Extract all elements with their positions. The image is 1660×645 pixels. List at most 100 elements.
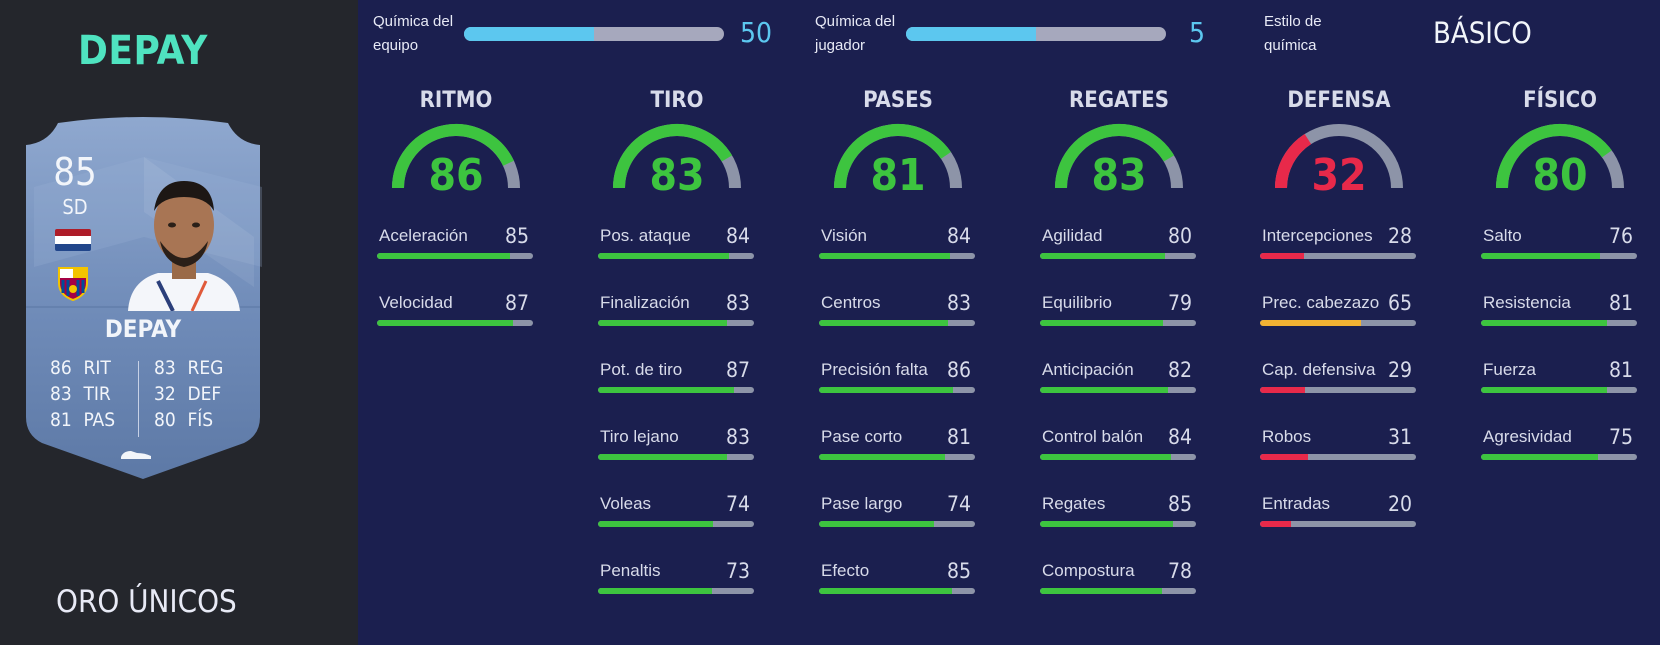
sub-stat-bar [1260, 454, 1416, 460]
sub-stat-bar-fill [1040, 320, 1164, 326]
sub-stat-value: 83 [946, 291, 971, 315]
sub-stat-bar [1040, 521, 1196, 527]
category-gauge: 83 [1040, 122, 1198, 202]
sub-stat-vision: Visión 84 [819, 224, 977, 266]
sub-stat-label: Regates [1042, 494, 1106, 513]
sub-stat-agresividad: Agresividad 75 [1481, 425, 1639, 467]
card-stat-pas: 81 PAS [50, 409, 116, 431]
sub-stat-bar-fill [1260, 521, 1292, 527]
category-title: REGATES [1069, 88, 1169, 113]
sub-stat-bar [1260, 320, 1416, 326]
barcelona-crest-icon [58, 267, 88, 301]
sub-stat-bar-fill [1260, 387, 1306, 393]
player-chemistry-value: 5 [1189, 16, 1206, 49]
sub-stat-bar-fill [598, 387, 734, 393]
sub-stat-velocidad: Velocidad 87 [377, 291, 535, 333]
team-chemistry-label: Química del equipo [373, 13, 454, 54]
category-gauge: 83 [598, 122, 756, 202]
sub-stat-value: 81 [946, 425, 971, 449]
sub-stat-value: 84 [725, 224, 750, 248]
sub-stat-label: Robos [1262, 427, 1312, 446]
chemistry-style-label: Estilo de química [1264, 13, 1322, 54]
sub-stat-equilibrio: Equilibrio 79 [1040, 291, 1198, 333]
sub-stat-bar [598, 320, 754, 326]
sub-stat-bar-fill [1040, 387, 1168, 393]
gauge-fill [392, 124, 514, 189]
category-title: RITMO [419, 88, 493, 113]
sub-stat-bar-fill [819, 588, 952, 594]
category-value: 83 [649, 150, 705, 201]
sub-stat-value: 83 [725, 291, 750, 315]
sub-stat-value: 83 [725, 425, 750, 449]
sub-stat-bar [1481, 387, 1637, 393]
sub-stat-bar-fill [1040, 521, 1173, 527]
sub-stat-value: 86 [946, 358, 971, 382]
sub-stat-bar [598, 588, 754, 594]
sub-stat-prec-cabezazo: Prec. cabezazo 65 [1260, 291, 1418, 333]
sub-stat-cap-defensiva: Cap. defensiva 29 [1260, 358, 1418, 400]
sub-stat-value: 87 [504, 291, 529, 315]
sub-stat-centros: Centros 83 [819, 291, 977, 333]
sub-stat-label: Centros [821, 293, 881, 312]
card-position: SD [62, 195, 88, 219]
sub-stat-bar-fill [377, 320, 513, 326]
sub-stat-value: 73 [725, 559, 750, 583]
player-chemistry-fill [906, 27, 1036, 41]
stat-column-regates: REGATES 83 Agilidad 80 Equilibrio 79 Anticipac… [1040, 86, 1198, 594]
sub-stat-bar-fill [1040, 588, 1162, 594]
sub-stat-voleas: Voleas 74 [598, 492, 756, 534]
sub-stat-bar [819, 387, 975, 393]
sub-stat-value: 85 [504, 224, 529, 248]
sub-stat-bar [819, 588, 975, 594]
sub-stat-salto: Salto 76 [1481, 224, 1639, 266]
sub-stat-value: 84 [946, 224, 971, 248]
sub-stat-bar [1040, 387, 1196, 393]
sub-stat-fuerza: Fuerza 81 [1481, 358, 1639, 400]
sub-stat-bar [1260, 387, 1416, 393]
sub-stat-regates: Regates 85 [1040, 492, 1198, 534]
card-stat-rit: 86 RIT [50, 357, 111, 379]
player-card: 85 SD DEPAY 86 RIT [24, 117, 262, 483]
stat-column-tiro: TIRO 83 Pos. ataque 84 Finalización 83 Pot. de… [598, 86, 756, 594]
chemistry-style-value[interactable]: BÁSICO [1433, 16, 1532, 50]
sub-stat-label: Visión [821, 226, 867, 245]
category-gauge: 80 [1481, 122, 1639, 202]
sub-stat-bar [1260, 253, 1416, 259]
sub-stat-bar [1481, 454, 1637, 460]
player-chemistry-bar [906, 27, 1166, 41]
sub-stat-bar-fill [819, 387, 954, 393]
card-stat-def: 32 DEF [154, 383, 222, 405]
sub-stat-intercepciones: Intercepciones 28 [1260, 224, 1418, 266]
category-title: FÍSICO [1523, 88, 1597, 113]
sub-stat-label: Prec. cabezazo [1262, 293, 1380, 312]
category-title: TIRO [650, 88, 704, 113]
sub-stat-label: Anticipación [1042, 360, 1134, 379]
sub-stat-bar [598, 253, 754, 259]
sub-stat-label: Penaltis [600, 561, 661, 580]
sub-stat-label: Entradas [1262, 494, 1331, 513]
sub-stat-pot-de-tiro: Pot. de tiro 87 [598, 358, 756, 400]
sub-stat-agilidad: Agilidad 80 [1040, 224, 1198, 266]
sub-stat-value: 75 [1608, 425, 1633, 449]
sub-stat-bar [1040, 253, 1196, 259]
sub-stat-value: 85 [1167, 492, 1192, 516]
sub-stat-label: Compostura [1042, 561, 1135, 580]
sub-stat-bar-fill [1040, 253, 1165, 259]
sub-stat-value: 78 [1167, 559, 1192, 583]
sub-stat-value: 76 [1608, 224, 1633, 248]
card-stat-fis: 80 FÍS [154, 409, 214, 431]
team-chemistry-bar [464, 27, 724, 41]
sub-stat-value: 31 [1387, 425, 1412, 449]
sub-stat-bar-fill [1481, 454, 1598, 460]
sub-stat-pase-largo: Pase largo 74 [819, 492, 977, 534]
sub-stat-value: 74 [946, 492, 971, 516]
team-chemistry-fill [464, 27, 594, 41]
sub-stat-bar-fill [1481, 320, 1608, 326]
sub-stat-bar [377, 320, 533, 326]
gauge-fill [1055, 124, 1175, 189]
sub-stat-label: Velocidad [379, 293, 453, 312]
sub-stat-label: Agresividad [1483, 427, 1572, 446]
player-chemistry-label: Química del jugador [815, 13, 896, 54]
sub-stat-label: Pot. de tiro [600, 360, 683, 379]
card-stat-tir: 83 TIR [50, 383, 111, 405]
